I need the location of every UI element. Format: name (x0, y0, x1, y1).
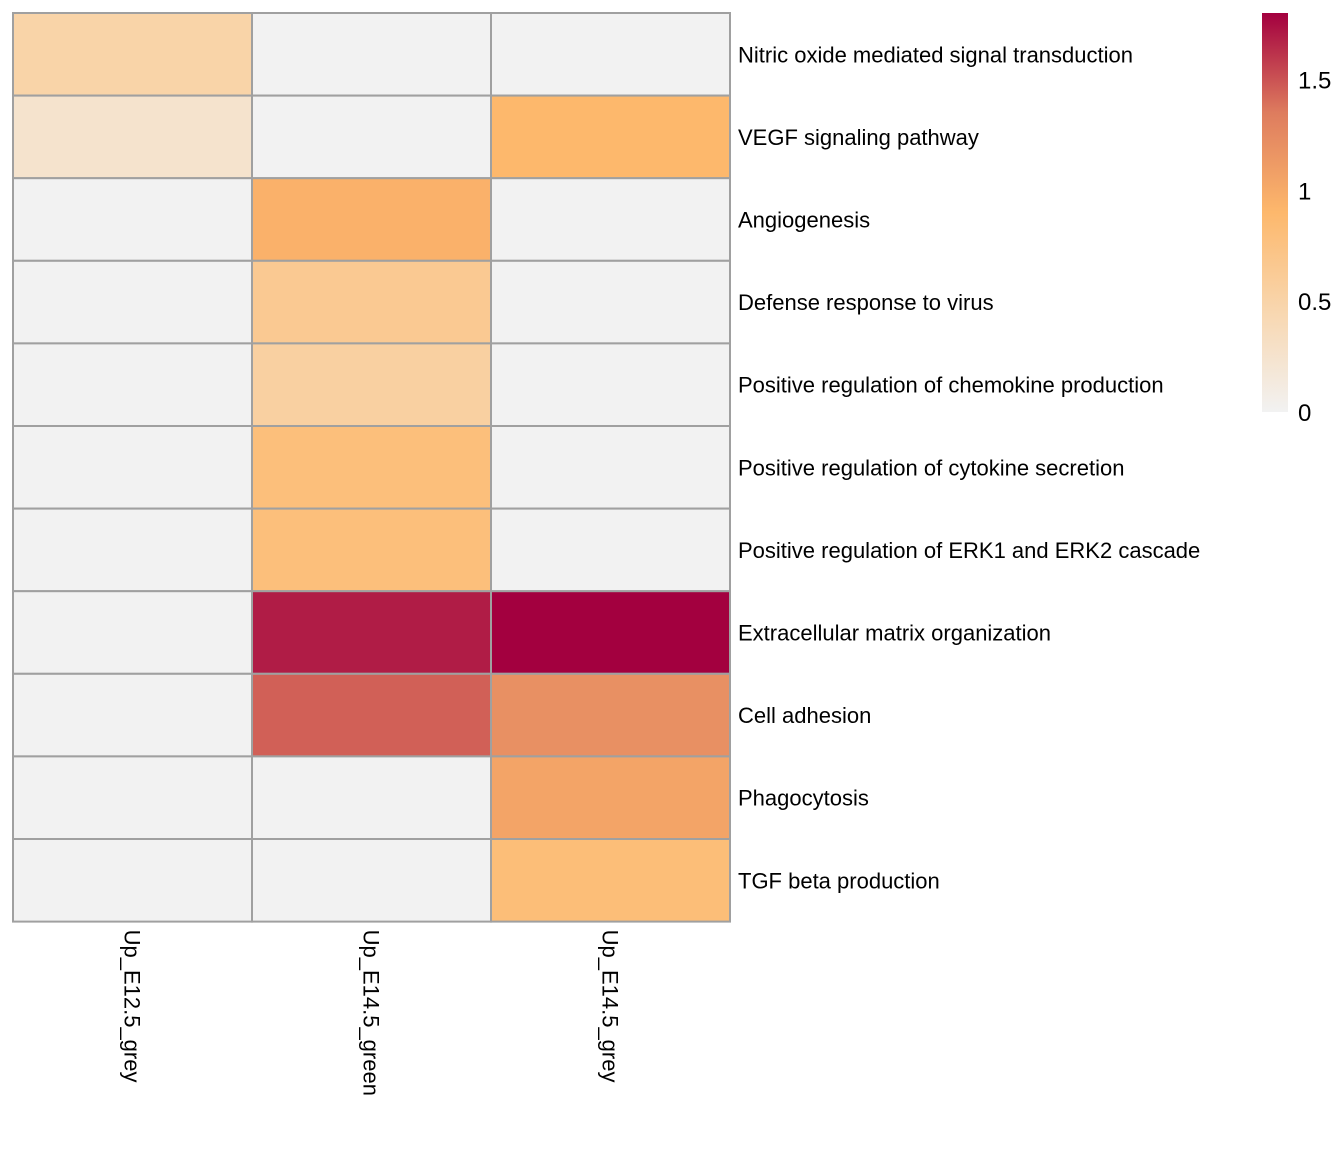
heatmap-cell (490, 177, 731, 262)
heatmap-cell (12, 672, 253, 758)
heatmap-cell (251, 590, 492, 675)
heatmap-cell (12, 94, 253, 180)
heatmap-cell (12, 755, 253, 841)
row-labels: Nitric oxide mediated signal transductio… (738, 42, 1200, 893)
heatmap-cell (12, 507, 253, 593)
heatmap-cell (490, 590, 731, 675)
column-label: Up_E14.5_grey (598, 930, 623, 1083)
colorbar-tick-label: 1 (1298, 178, 1311, 205)
heatmap-cell (251, 12, 492, 97)
heatmap-cell (251, 342, 492, 427)
heatmap-cell (12, 259, 253, 345)
row-label: VEGF signaling pathway (738, 125, 979, 150)
heatmap-cell (251, 425, 492, 510)
colorbar-tick-label: 0.5 (1298, 289, 1331, 316)
colorbar-gradient (1262, 13, 1288, 412)
row-label: Positive regulation of ERK1 and ERK2 cas… (738, 538, 1200, 563)
colorbar-tick-label: 0 (1298, 400, 1311, 427)
row-label: Angiogenesis (738, 208, 870, 233)
heatmap-cell (490, 755, 731, 841)
heatmap-cell (490, 342, 731, 427)
heatmap-cell (251, 94, 492, 180)
heatmap-cell (251, 672, 492, 758)
heatmap-cell (12, 838, 253, 923)
row-label: Positive regulation of chemokine product… (738, 373, 1164, 398)
column-label: Up_E12.5_grey (120, 930, 145, 1083)
heatmap-cell (251, 259, 492, 345)
row-label: TGF beta production (738, 868, 940, 893)
row-label: Positive regulation of cytokine secretio… (738, 455, 1124, 480)
heatmap-cell (251, 177, 492, 262)
column-label: Up_E14.5_green (359, 930, 384, 1096)
colorbar-tick-label: 1.5 (1298, 68, 1331, 95)
heatmap-cell (12, 590, 253, 675)
colorbar-legend: 0 0.5 1 1.5 (1262, 13, 1331, 427)
heatmap-cell (12, 12, 253, 97)
heatmap-cell (490, 838, 731, 923)
heatmap-cell (490, 425, 731, 510)
heatmap-cell (490, 672, 731, 758)
heatmap-cell (490, 12, 731, 97)
heatmap-cell (12, 342, 253, 427)
heatmap-cell (490, 507, 731, 593)
heatmap-cell (251, 507, 492, 593)
heatmap-cell (490, 259, 731, 345)
heatmap-cell (12, 177, 253, 262)
row-label: Nitric oxide mediated signal transductio… (738, 42, 1133, 67)
heatmap-cell (12, 425, 253, 510)
row-label: Phagocytosis (738, 786, 869, 811)
row-label: Defense response to virus (738, 290, 994, 315)
row-label: Cell adhesion (738, 703, 871, 728)
column-labels: Up_E12.5_grey Up_E14.5_green Up_E14.5_grey (120, 930, 623, 1096)
heatmap-cells (12, 12, 731, 923)
heatmap-cell (251, 838, 492, 923)
heatmap-cell (251, 755, 492, 841)
row-label: Extracellular matrix organization (738, 621, 1051, 646)
heatmap-cell (490, 94, 731, 180)
